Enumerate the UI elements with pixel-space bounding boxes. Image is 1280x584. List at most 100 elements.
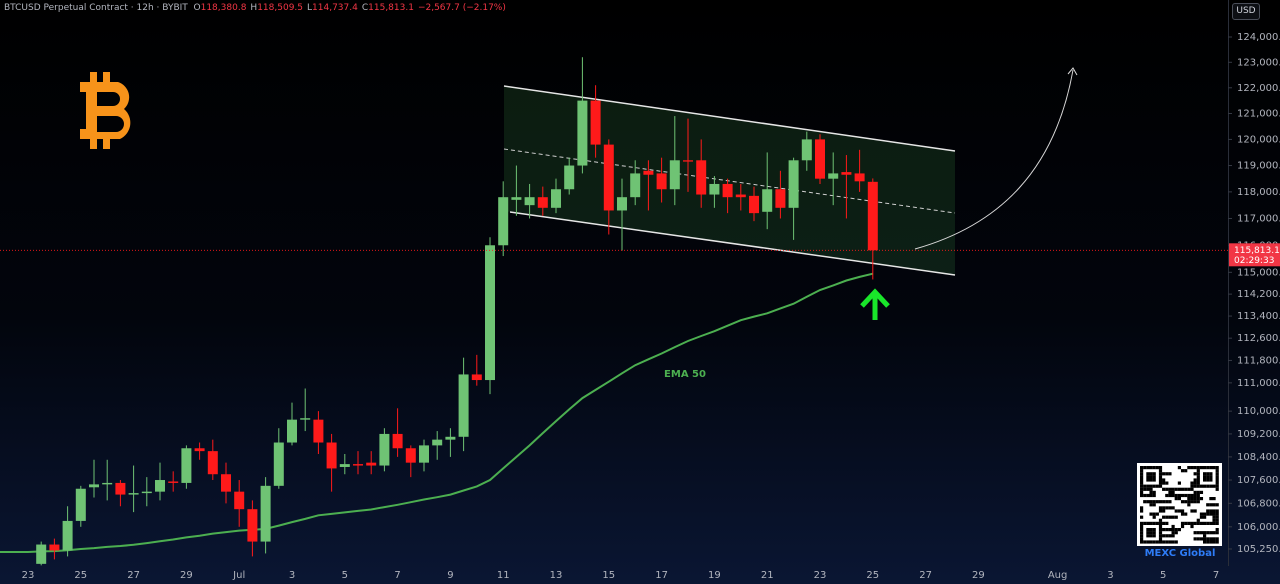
qr-cell <box>1206 537 1210 541</box>
qr-cell <box>1152 503 1156 507</box>
qr-cell <box>1158 466 1163 470</box>
candle-body <box>656 173 667 190</box>
candle-body <box>762 189 773 212</box>
qr-cell <box>1155 512 1159 516</box>
qr-cell <box>1196 478 1200 482</box>
candle-body <box>828 173 839 179</box>
qr-cell <box>1196 481 1200 485</box>
qr-cell <box>1143 466 1147 470</box>
qr-cell <box>1152 540 1156 544</box>
candle-body <box>194 448 205 452</box>
qr-cell <box>1165 528 1169 532</box>
x-tick-label: 5 <box>342 570 348 581</box>
qr-cell <box>1199 466 1204 470</box>
qr-cell <box>1158 478 1163 482</box>
candle-body <box>603 144 614 211</box>
qr-cell <box>1215 515 1219 519</box>
projection-arrowhead <box>1067 67 1078 76</box>
qr-cell <box>1177 487 1181 491</box>
projection-arrow <box>914 69 1074 250</box>
qr-cell <box>1149 493 1153 498</box>
candle-body <box>775 189 786 208</box>
qr-cell <box>1174 509 1178 513</box>
qr-cell <box>1212 484 1216 488</box>
qr-cell <box>1140 506 1144 510</box>
qr-cell <box>1184 487 1188 491</box>
qr-cell <box>1196 521 1200 525</box>
qr-cell <box>1168 487 1172 491</box>
candle-body <box>366 462 377 466</box>
bounce-arrow <box>860 288 890 320</box>
qr-cell <box>1193 497 1197 501</box>
candle-body <box>353 464 363 466</box>
qr-cell <box>1209 512 1213 516</box>
qr-cell <box>1155 466 1159 470</box>
y-tick-label: 123,000.0 <box>1237 57 1280 68</box>
qr-cell <box>1140 481 1144 485</box>
qr-cell <box>1187 487 1191 491</box>
qr-cell <box>1190 484 1194 488</box>
qr-cell <box>1184 493 1188 498</box>
qr-cell <box>1158 534 1163 538</box>
qr-cell <box>1190 466 1194 470</box>
qr-cell <box>1206 472 1210 476</box>
qr-cell <box>1155 540 1159 544</box>
qr-cell <box>1140 490 1144 494</box>
qr-cell <box>1203 478 1207 482</box>
qr-cell <box>1158 484 1163 488</box>
qr-cell <box>1152 484 1156 488</box>
qr-cell <box>1209 466 1213 470</box>
qr-cell <box>1203 531 1207 535</box>
candle-body <box>75 488 86 521</box>
qr-cell <box>1158 472 1163 476</box>
qr-cell <box>1140 528 1144 532</box>
channel-mid <box>503 148 956 214</box>
candle-body <box>564 165 575 190</box>
qr-cell <box>1196 497 1200 501</box>
ohlc-value: 118,509.5 <box>257 3 304 13</box>
qr-cell <box>1209 475 1213 479</box>
candle-body <box>458 374 469 437</box>
qr-cell <box>1212 512 1216 516</box>
qr-cell <box>1162 487 1166 491</box>
qr-cell <box>1196 537 1200 541</box>
watermark: MEXC Global <box>1145 548 1216 559</box>
x-tick-label: 25 <box>866 570 879 581</box>
qr-cell <box>1155 500 1159 504</box>
x-tick-label: 5 <box>1160 570 1166 581</box>
qr-cell <box>1187 521 1191 525</box>
qr-cell <box>1174 493 1178 498</box>
qr-cell <box>1203 540 1207 544</box>
candle-body <box>287 419 297 443</box>
qr-cell <box>1209 531 1213 535</box>
y-tick-label: 115,000.0 <box>1237 267 1280 278</box>
ema-label: EMA 50 <box>664 369 706 380</box>
qr-cell <box>1199 531 1204 535</box>
qr-cell <box>1174 487 1178 491</box>
candle-body <box>405 448 416 463</box>
qr-cell <box>1206 531 1210 535</box>
qr-cell <box>1199 497 1204 501</box>
qr-cell <box>1140 509 1144 513</box>
currency-button[interactable]: USD <box>1232 3 1260 20</box>
qr-cell <box>1206 478 1210 482</box>
qr-cell <box>1143 484 1147 488</box>
qr-cell <box>1165 481 1169 485</box>
qr-cell <box>1158 524 1163 529</box>
last-price-box <box>1229 243 1280 267</box>
qr-cell <box>1152 534 1156 538</box>
qr-cell <box>1165 487 1169 491</box>
candle-body <box>260 485 271 542</box>
qr-cell <box>1149 484 1153 488</box>
qr-cell <box>1158 528 1163 532</box>
y-tick-label: 118,000.0 <box>1237 187 1280 198</box>
qr-cell <box>1146 500 1150 504</box>
qr-cell <box>1193 531 1197 535</box>
qr-cell <box>1149 500 1153 504</box>
x-tick-label: 23 <box>22 570 35 581</box>
qr-cell <box>1149 466 1153 470</box>
y-tick-label: 106,800.0 <box>1237 498 1280 509</box>
qr-cell <box>1177 509 1181 513</box>
candle-body <box>577 100 588 166</box>
candle-body <box>801 139 812 161</box>
